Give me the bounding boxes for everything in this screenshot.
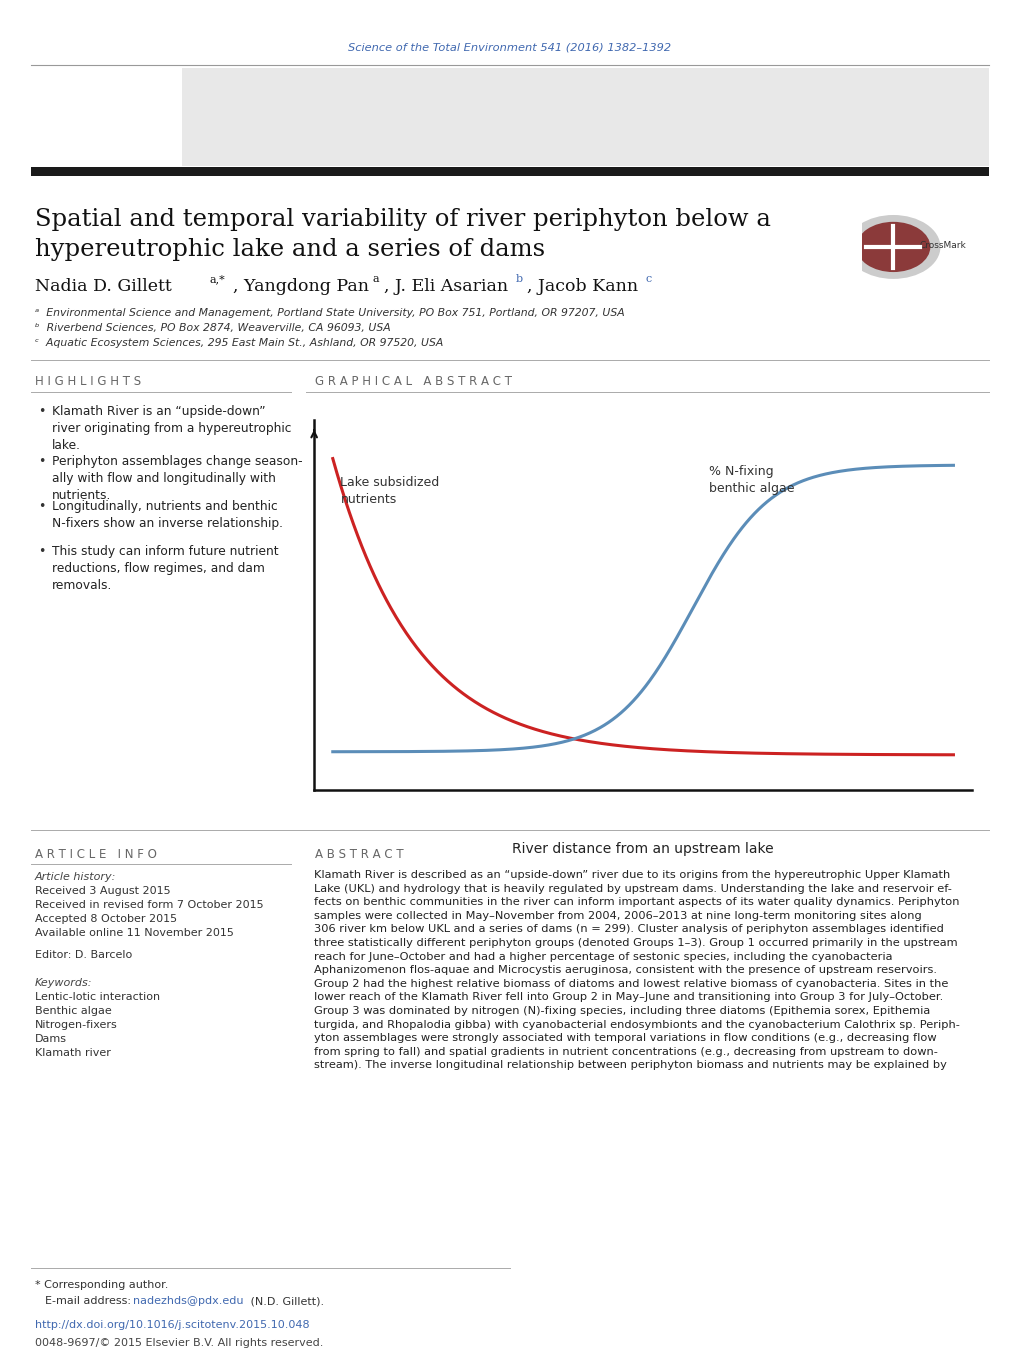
Ellipse shape — [43, 76, 122, 116]
Circle shape — [846, 215, 940, 279]
Text: ᵃ  Environmental Science and Management, Portland State University, PO Box 751, : ᵃ Environmental Science and Management, … — [35, 308, 625, 318]
Text: , J. Eli Asarian: , J. Eli Asarian — [383, 279, 514, 295]
Text: Keywords:: Keywords: — [35, 978, 93, 988]
Text: Article history:: Article history: — [35, 872, 116, 882]
Text: of the: of the — [929, 98, 946, 102]
Text: hypereutrophic lake and a series of dams: hypereutrophic lake and a series of dams — [35, 238, 544, 261]
Text: Lentic-lotic interaction: Lentic-lotic interaction — [35, 992, 160, 1002]
Text: CrossMark: CrossMark — [918, 241, 965, 250]
Text: Longitudinally, nutrients and benthic
N-fixers show an inverse relationship.: Longitudinally, nutrients and benthic N-… — [52, 500, 282, 530]
Text: , Yangdong Pan: , Yangdong Pan — [232, 279, 374, 295]
Text: nadezhds@pdx.edu: nadezhds@pdx.edu — [132, 1296, 244, 1306]
Text: 0048-9697/© 2015 Elsevier B.V. All rights reserved.: 0048-9697/© 2015 Elsevier B.V. All right… — [35, 1339, 323, 1348]
Text: ELSEVIER: ELSEVIER — [50, 139, 139, 158]
Text: Accepted 8 October 2015: Accepted 8 October 2015 — [35, 915, 177, 924]
Text: http://dx.doi.org/10.1016/j.scitotenv.2015.10.048: http://dx.doi.org/10.1016/j.scitotenv.20… — [35, 1320, 310, 1330]
Text: Lake subsidized
nutrients: Lake subsidized nutrients — [340, 476, 439, 506]
Text: ᶜ  Aquatic Ecosystem Sciences, 295 East Main St., Ashland, OR 97520, USA: ᶜ Aquatic Ecosystem Sciences, 295 East M… — [35, 338, 443, 348]
Text: b: b — [516, 275, 523, 284]
Text: a: a — [373, 275, 379, 284]
Text: Science of the Total Environment: Science of the Total Environment — [252, 102, 767, 133]
Text: Nadia D. Gillett: Nadia D. Gillett — [35, 279, 177, 295]
Text: E-mail address:: E-mail address: — [45, 1296, 135, 1306]
Text: •: • — [38, 545, 45, 559]
Text: Received in revised form 7 October 2015: Received in revised form 7 October 2015 — [35, 900, 263, 911]
Text: Spatial and temporal variability of river periphyton below a: Spatial and temporal variability of rive… — [35, 208, 770, 231]
Text: Klamath river: Klamath river — [35, 1048, 111, 1059]
Text: Klamath River is an “upside-down”
river originating from a hypereutrophic
lake.: Klamath River is an “upside-down” river … — [52, 405, 291, 453]
Text: River distance from an upstream lake: River distance from an upstream lake — [512, 841, 773, 856]
Text: Periphyton assemblages change season-
ally with flow and longitudinally with
nut: Periphyton assemblages change season- al… — [52, 455, 303, 501]
Ellipse shape — [37, 92, 129, 126]
Text: G R A P H I C A L   A B S T R A C T: G R A P H I C A L A B S T R A C T — [315, 375, 512, 389]
Text: a,*: a,* — [210, 275, 225, 284]
Text: * Corresponding author.: * Corresponding author. — [35, 1280, 168, 1290]
Text: Science of the Total Environment 541 (2016) 1382–1392: Science of the Total Environment 541 (20… — [348, 43, 671, 53]
Ellipse shape — [43, 107, 122, 137]
Text: % N-fixing
benthic algae: % N-fixing benthic algae — [708, 465, 794, 495]
Text: This study can inform future nutrient
reductions, flow regimes, and dam
removals: This study can inform future nutrient re… — [52, 545, 278, 593]
Text: Dams: Dams — [35, 1034, 67, 1044]
Text: , Jacob Kann: , Jacob Kann — [527, 279, 643, 295]
Text: journal homepage: www.elsevier.com/locate/scitotenv: journal homepage: www.elsevier.com/locat… — [350, 145, 669, 159]
Text: •: • — [38, 405, 45, 419]
Text: Total Environment: Total Environment — [909, 109, 966, 113]
Text: (N.D. Gillett).: (N.D. Gillett). — [247, 1296, 324, 1306]
Text: •: • — [38, 500, 45, 512]
Text: Available online 11 November 2015: Available online 11 November 2015 — [35, 928, 233, 938]
Text: Contents lists available at: Contents lists available at — [352, 82, 510, 95]
Text: A B S T R A C T: A B S T R A C T — [315, 848, 404, 862]
Text: Science: Science — [922, 86, 953, 92]
Text: Editor: D. Barcelo: Editor: D. Barcelo — [35, 950, 132, 959]
Circle shape — [856, 222, 929, 272]
Text: H I G H L I G H T S: H I G H L I G H T S — [35, 375, 141, 389]
Text: Benthic algae: Benthic algae — [35, 1006, 112, 1017]
Text: Nitrogen-fixers: Nitrogen-fixers — [35, 1021, 117, 1030]
Text: c: c — [645, 275, 651, 284]
Text: Klamath River is described as an “upside-down” river due to its origins from the: Klamath River is described as an “upside… — [314, 870, 959, 1071]
Text: •: • — [38, 455, 45, 467]
Text: ScienceDirect: ScienceDirect — [510, 82, 591, 95]
Circle shape — [911, 111, 964, 162]
Text: A R T I C L E   I N F O: A R T I C L E I N F O — [35, 848, 157, 862]
Text: Received 3 August 2015: Received 3 August 2015 — [35, 886, 170, 896]
Text: ᵇ  Riverbend Sciences, PO Box 2874, Weaverville, CA 96093, USA: ᵇ Riverbend Sciences, PO Box 2874, Weave… — [35, 323, 390, 333]
Bar — [74, 129, 91, 158]
